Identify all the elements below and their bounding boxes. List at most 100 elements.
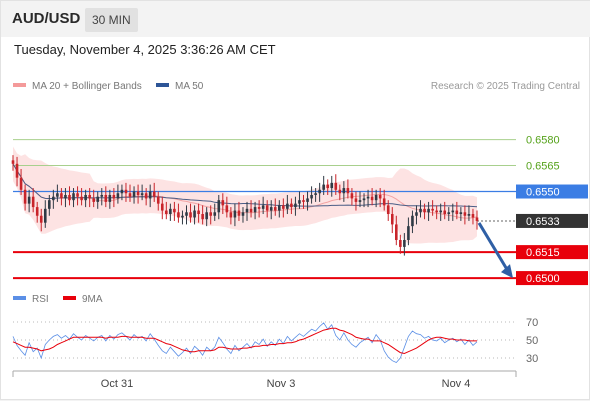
candle <box>52 189 55 209</box>
last-price-tag <box>516 213 588 228</box>
candle <box>225 196 229 218</box>
candle-body <box>15 163 19 178</box>
candle <box>76 186 79 206</box>
candle <box>48 194 51 216</box>
legend-ma20-label: MA 20 + Bollinger Bands <box>32 81 142 92</box>
candle <box>407 217 410 246</box>
candle <box>237 201 241 221</box>
candle-body <box>56 193 59 197</box>
candle-body <box>193 210 196 218</box>
candle-body <box>72 193 75 201</box>
candle-body <box>140 193 144 195</box>
candle <box>173 201 176 221</box>
candle-body <box>390 214 394 225</box>
candle <box>374 189 378 208</box>
candle-body <box>31 196 35 208</box>
timeframe-button[interactable]: 30 MIN <box>85 8 138 32</box>
candle <box>213 203 217 221</box>
candle <box>459 207 463 221</box>
timestamp: Tuesday, November 4, 2025 3:36:26 AM CET <box>14 42 276 57</box>
legend-ma50-label: MA 50 <box>175 81 204 92</box>
support-label: 0.6515 <box>526 247 560 259</box>
chart-header: AUD/USD 30 MIN <box>1 1 590 37</box>
candle-body <box>277 205 281 211</box>
candle <box>23 184 27 211</box>
candle <box>350 188 354 206</box>
candle-body <box>346 188 350 194</box>
candle-body <box>298 200 301 204</box>
rsi-tick-label: 50 <box>526 335 538 347</box>
candle <box>205 207 208 227</box>
candle-body <box>165 210 168 215</box>
candle-body <box>354 198 358 202</box>
candle-body <box>261 205 265 209</box>
candle <box>310 186 313 204</box>
level-0.6550: 0.6550 <box>13 184 588 199</box>
candle-body <box>156 196 160 204</box>
candle-body <box>459 212 463 215</box>
candle-body <box>366 196 370 199</box>
candle <box>80 188 83 206</box>
candle <box>277 200 281 218</box>
candle-body <box>395 224 398 240</box>
candle <box>354 191 358 211</box>
candle <box>217 194 221 220</box>
candle-body <box>475 217 479 221</box>
candle-body <box>265 205 269 211</box>
candle-body <box>241 212 245 216</box>
candle <box>282 198 285 218</box>
candle <box>152 182 156 202</box>
candle <box>229 207 233 225</box>
candle-body <box>378 194 382 199</box>
candle <box>104 186 108 208</box>
candles <box>11 155 479 256</box>
candle-body <box>229 212 233 218</box>
candle <box>116 184 120 204</box>
candle-body <box>112 194 116 199</box>
candle-body <box>306 198 309 202</box>
last-price-label: 0.6533 <box>526 216 560 228</box>
candle <box>253 201 257 220</box>
candle-body <box>225 205 229 213</box>
candle-body <box>19 177 23 190</box>
legend-9ma: 9MA <box>63 294 103 305</box>
9ma-swatch <box>63 296 76 301</box>
candle-body <box>43 208 47 223</box>
ma20-swatch <box>13 83 26 88</box>
candle <box>128 184 132 202</box>
candle-body <box>39 215 43 223</box>
candle-body <box>177 212 180 218</box>
candle-body <box>415 212 418 216</box>
candle-body <box>84 194 87 201</box>
candle <box>265 200 269 218</box>
forecast-arrow-shaft <box>477 222 510 272</box>
candle <box>31 188 35 213</box>
candle-body <box>213 212 217 216</box>
candle-body <box>443 210 447 215</box>
time-axis-label: Oct 31 <box>101 378 133 390</box>
candle <box>35 201 39 223</box>
candle <box>395 215 398 246</box>
candle <box>261 196 265 215</box>
candle-body <box>181 215 184 218</box>
candle <box>338 184 342 201</box>
candle <box>64 188 67 208</box>
candle <box>419 200 422 218</box>
candle-body <box>152 191 156 197</box>
candle <box>100 188 104 206</box>
legend-rsi: RSI <box>13 294 49 305</box>
candle <box>68 186 71 206</box>
candle-body <box>11 160 15 164</box>
level-0.6580: 0.6580 <box>13 135 560 147</box>
candle <box>241 207 245 223</box>
candle <box>169 203 172 221</box>
candle-body <box>330 182 334 189</box>
candle <box>273 198 277 216</box>
candle <box>233 203 237 227</box>
rsi-tick-label: 70 <box>526 317 538 329</box>
candle <box>362 193 366 208</box>
level-0.6533: 0.6533 <box>477 213 588 228</box>
candle <box>475 210 479 230</box>
support-tag <box>516 245 588 260</box>
